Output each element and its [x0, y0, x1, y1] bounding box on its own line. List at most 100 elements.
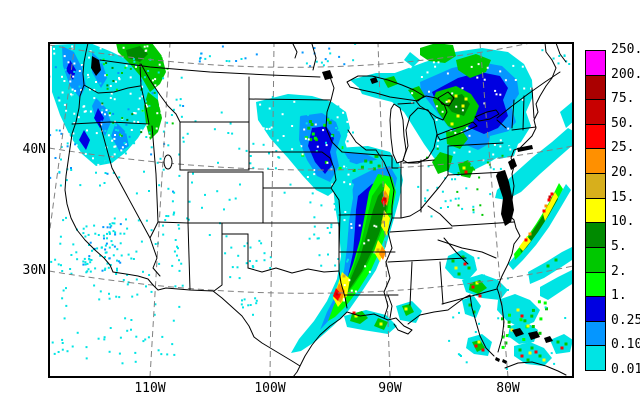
precip-speckle: [110, 105, 113, 108]
precip-speckle: [268, 107, 271, 110]
precip-speckle: [521, 65, 524, 68]
precip-speckle: [238, 147, 241, 150]
precip-speckle: [444, 200, 447, 203]
state-border: [375, 149, 395, 319]
parallel-line: [49, 43, 533, 68]
precip-speckle: [258, 239, 261, 242]
colorbar-tick-label: 15.: [611, 189, 635, 205]
precip-speckle: [505, 367, 508, 370]
precip-speckle: [305, 191, 308, 194]
precip-speckle: [128, 111, 131, 114]
precip-speckle: [531, 308, 535, 312]
precip-speckle: [80, 89, 83, 92]
precip-speckle: [436, 186, 439, 189]
precip-speckle: [320, 264, 323, 267]
precip-speckle: [111, 243, 114, 246]
precip-speckle: [108, 232, 111, 235]
precip-speckle: [313, 169, 316, 172]
precip-speckle: [137, 121, 140, 124]
precip-speckle: [67, 166, 70, 169]
precip-speckle: [104, 129, 107, 132]
precip-speckle: [239, 183, 241, 186]
precip-speckle: [352, 59, 355, 62]
precip-speckle: [512, 64, 515, 67]
precip-speckle: [108, 231, 111, 234]
precip-speckle: [323, 123, 327, 127]
precip-speckle: [339, 220, 342, 223]
precip-speckle: [337, 258, 340, 260]
precip-speckle: [200, 52, 203, 55]
precip-speckle: [101, 269, 104, 272]
precip-speckle: [271, 96, 274, 99]
precip-speckle: [154, 84, 157, 87]
precip-speckle: [259, 103, 262, 106]
precip-speckle: [105, 109, 108, 112]
precip-speckle: [508, 313, 511, 317]
precip-speckle: [171, 264, 174, 267]
coastline: [112, 271, 301, 377]
precip-speckle: [148, 104, 151, 107]
precip-cell: [342, 274, 346, 278]
precip-speckle: [82, 232, 85, 235]
colorbar-box: [585, 296, 606, 322]
precip-speckle: [538, 331, 542, 335]
precip-cell: [554, 258, 558, 262]
precip-speckle: [509, 148, 512, 151]
precip-speckle: [70, 167, 72, 169]
precip-cell: [534, 350, 538, 354]
precip-speckle: [254, 297, 257, 300]
precip-speckle: [135, 250, 138, 253]
precip-speckle: [437, 139, 440, 142]
precip-speckle: [114, 134, 116, 136]
colorbar-box: [585, 222, 606, 248]
precip-speckle: [343, 63, 346, 66]
precip-speckle: [243, 298, 246, 301]
precip-speckle: [103, 268, 106, 271]
precip-speckle: [208, 55, 211, 58]
state-border: [402, 159, 435, 164]
precip-speckle: [373, 295, 376, 298]
precip-speckle: [112, 230, 115, 233]
precip-speckle: [148, 134, 151, 137]
precip-speckle: [108, 350, 111, 353]
precip-speckle: [108, 114, 111, 117]
coastline: [555, 43, 567, 63]
precip-speckle: [171, 200, 174, 203]
precip-cell: [474, 344, 478, 348]
precip-speckle: [136, 293, 139, 296]
precip-speckle: [339, 145, 342, 148]
precip-speckle: [289, 176, 292, 179]
precip-cell: [384, 194, 388, 198]
state-border: [496, 119, 507, 129]
precip-speckle: [277, 122, 280, 125]
precip-speckle: [300, 145, 303, 148]
precip-speckle: [563, 276, 566, 278]
precip-speckle: [350, 223, 353, 226]
precip-speckle: [83, 257, 86, 260]
precip-speckle: [448, 339, 451, 342]
precip-speckle: [133, 142, 136, 145]
precip-speckle: [186, 132, 189, 135]
precip-speckle: [103, 338, 106, 341]
precip-speckle: [141, 85, 144, 88]
precip-speckle: [89, 127, 92, 130]
precip-speckle: [316, 237, 319, 240]
precip-speckle: [304, 137, 307, 140]
precip-speckle: [424, 197, 427, 200]
precip-speckle: [65, 287, 67, 290]
precip-speckle: [517, 151, 520, 154]
precip-speckle: [61, 91, 64, 94]
precip-cell: [335, 292, 339, 296]
precip-speckle: [558, 55, 561, 57]
precip-speckle: [532, 271, 535, 274]
precip-speckle: [117, 72, 120, 74]
precip-speckle: [144, 100, 147, 103]
precip-speckle: [114, 231, 117, 234]
precip-speckle: [108, 223, 111, 226]
precip-speckle: [343, 299, 346, 302]
precip-speckle: [339, 114, 342, 116]
precip-speckle: [286, 182, 289, 184]
precip-speckle: [330, 226, 333, 229]
precip-speckle: [107, 109, 110, 112]
precip-speckle: [160, 353, 163, 356]
